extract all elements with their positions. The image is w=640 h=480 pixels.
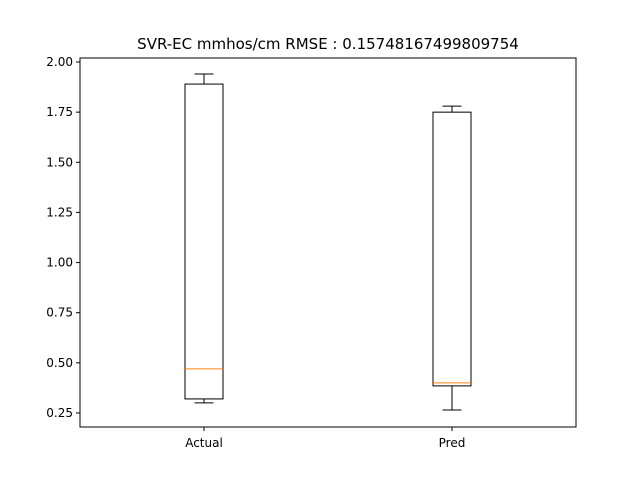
y-tick-label: 1.75 (46, 105, 73, 119)
y-tick-label: 0.25 (46, 406, 73, 420)
y-tick-label: 1.25 (46, 205, 73, 219)
plot-area: 0.25 0.50 0.75 1.00 1.25 1.50 1.75 2.00 Actual Pr… (46, 55, 577, 450)
y-tick-label: 2.00 (46, 55, 73, 69)
box-pred (432, 111, 472, 387)
y-tick-label: 1.50 (46, 155, 73, 169)
y-tick-label: 0.75 (46, 306, 73, 320)
box-actual (184, 83, 224, 400)
x-tick-label: Actual (185, 436, 223, 450)
chart-title: SVR-EC mmhos/cm RMSE : 0.157481674998097… (137, 35, 519, 53)
y-tick-label: 1.00 (46, 256, 73, 270)
x-tick-label: Pred (439, 436, 466, 450)
y-tick-label: 0.50 (46, 356, 73, 370)
axes-frame (79, 57, 577, 428)
